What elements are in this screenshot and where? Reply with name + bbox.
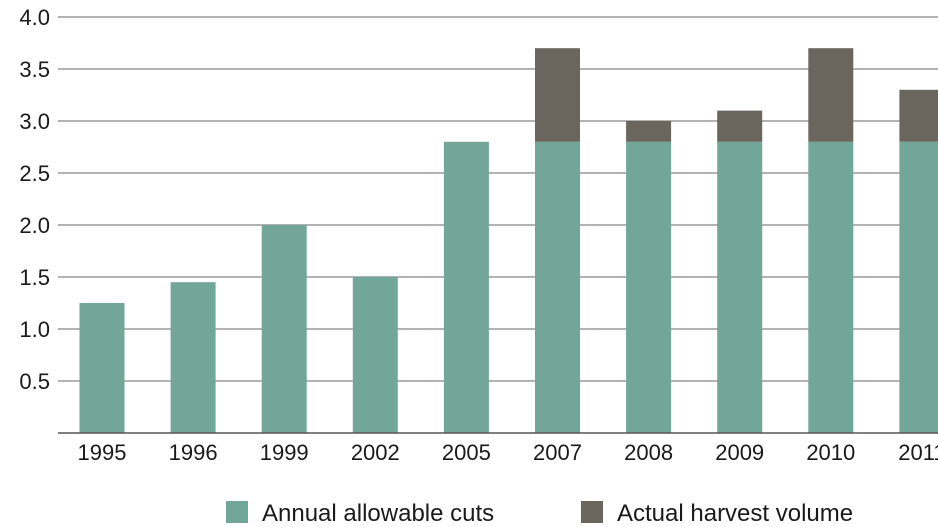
x-tick-label-1999: 1999 <box>260 440 309 465</box>
bar-2008-annual-allowable-cuts <box>626 141 672 434</box>
legend-swatch-actual-harvest-volume <box>581 501 603 523</box>
x-tick-label-1995: 1995 <box>78 440 127 465</box>
bar-2007-annual-allowable-cuts <box>535 141 580 434</box>
bar-2010-actual-harvest-volume <box>808 48 854 142</box>
x-tick-label-2008: 2008 <box>624 440 673 465</box>
legend-label-actual-harvest-volume: Actual harvest volume <box>617 500 853 527</box>
bar-2005-annual-allowable-cuts <box>443 141 489 434</box>
bar-2011-annual-allowable-cuts <box>899 141 938 434</box>
bar-2010-annual-allowable-cuts <box>808 141 854 434</box>
bar-1996-annual-allowable-cuts <box>170 282 216 433</box>
bar-2007-actual-harvest-volume <box>535 48 580 142</box>
bar-2009-annual-allowable-cuts <box>717 141 763 434</box>
x-tick-label-2002: 2002 <box>351 440 400 465</box>
x-tick-label-2005: 2005 <box>442 440 491 465</box>
y-tick-label: 1.0 <box>19 317 50 342</box>
x-tick-label-2009: 2009 <box>715 440 764 465</box>
legend-label-annual-allowable-cuts: Annual allowable cuts <box>262 500 494 527</box>
bar-2011-actual-harvest-volume <box>899 89 938 142</box>
y-tick-label: 2.0 <box>19 213 50 238</box>
y-tick-label: 1.5 <box>19 265 50 290</box>
y-axis-tick-labels: 0.5 1.0 1.5 2.0 2.5 3.0 3.5 4.0 <box>19 5 50 394</box>
bar-2008-actual-harvest-volume <box>626 121 672 142</box>
legend: Annual allowable cuts Actual harvest vol… <box>226 500 853 527</box>
x-tick-label-2010: 2010 <box>806 440 855 465</box>
bars <box>79 48 938 434</box>
bar-1995-annual-allowable-cuts <box>79 303 125 433</box>
x-tick-label-2007: 2007 <box>533 440 582 465</box>
bar-2002-annual-allowable-cuts <box>352 277 398 433</box>
y-tick-label: 0.5 <box>19 369 50 394</box>
bar-1999-annual-allowable-cuts <box>261 225 307 433</box>
y-tick-label: 3.5 <box>19 57 50 82</box>
x-tick-label-1996: 1996 <box>169 440 218 465</box>
bar-2009-actual-harvest-volume <box>717 110 763 142</box>
legend-swatch-annual-allowable-cuts <box>226 501 248 523</box>
y-tick-label: 2.5 <box>19 161 50 186</box>
x-axis-tick-labels: 1995 1996 1999 2002 2005 2007 2008 2009 2010 2011 <box>78 440 938 465</box>
y-tick-label: 4.0 <box>19 5 50 30</box>
y-tick-label: 3.0 <box>19 109 50 134</box>
x-tick-label-2011: 2011 <box>898 440 938 465</box>
